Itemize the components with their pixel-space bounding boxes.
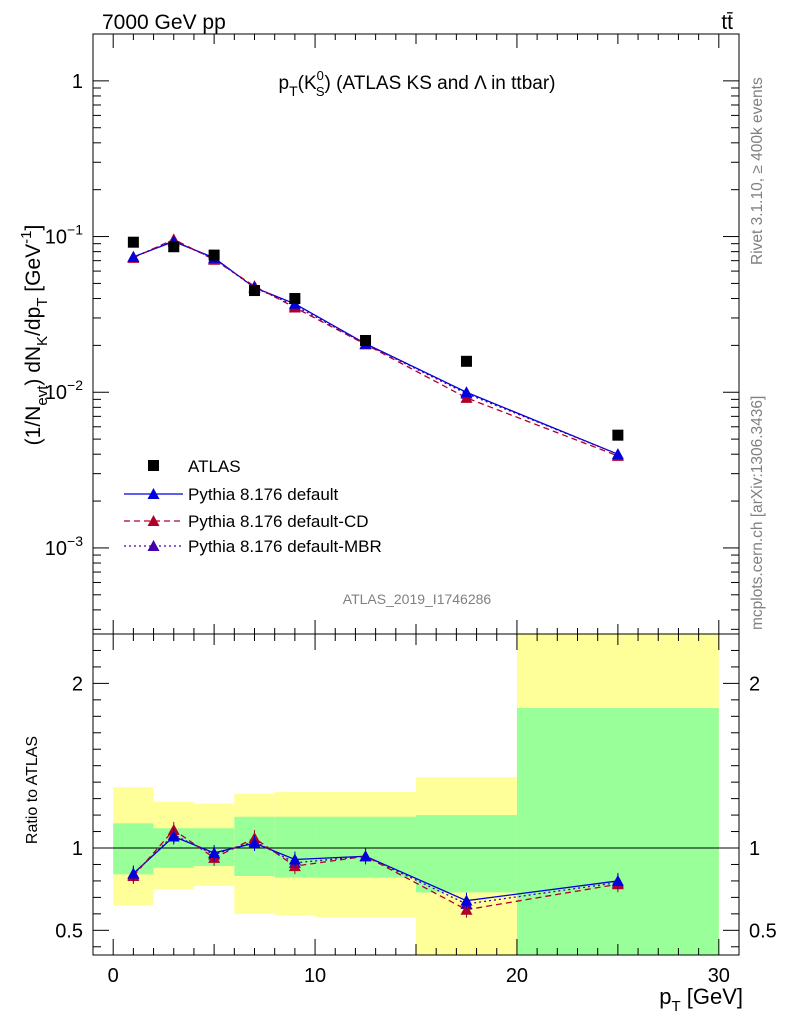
y-tick-label: 10−3 [45, 533, 83, 560]
ratio-data-point [127, 867, 140, 879]
main-plot-panel: 1 10−1 10−2 10−3 pT(K0 S) (ATLAS KS and Λ in… [18, 33, 740, 635]
data-point-atlas [168, 241, 180, 253]
header-energy-label: 7000 GeV pp [102, 11, 226, 34]
ratio-series-line [132, 835, 618, 902]
x-tick-label: 20 [506, 965, 528, 987]
ratio-data-point [288, 853, 301, 865]
y-tick-label-right: 2 [749, 673, 760, 695]
series-line [133, 240, 619, 455]
ratio-data-point [167, 830, 180, 842]
x-axis-label: pT [GeV] [659, 984, 743, 1015]
legend-marker-triangle [147, 515, 160, 526]
y-tick-label: 1 [72, 71, 83, 93]
ratio-series-line [132, 829, 618, 911]
y-tick-label-right: 0.5 [749, 920, 777, 942]
series-line [133, 238, 619, 457]
mcplots-label: mcplots.cern.ch [arXiv:1306.3436] [749, 396, 766, 630]
x-tick-label: 0 [108, 965, 119, 987]
data-point-atlas [208, 249, 220, 261]
data-point-mc [460, 386, 473, 398]
series-line [133, 240, 619, 455]
ratio-data-point [460, 894, 473, 906]
ratio-band-inner [516, 708, 719, 955]
y-tick-label-right: 1 [749, 838, 760, 860]
legend-marker-triangle [147, 488, 160, 499]
ratio-plot-panel: 0 10 20 30 0.5 0.5 1 1 2 2 Ratio to ATLAS pT [GeV… [24, 633, 777, 1015]
analysis-id-label: ATLAS_2019_I1746286 [343, 591, 492, 607]
data-point-mc [460, 391, 473, 403]
ratio-data-point [248, 837, 261, 849]
y-tick-label: 1 [72, 838, 83, 860]
y-tick-label: 10−2 [45, 377, 83, 404]
legend: ATLAS Pythia 8.176 default Pythia 8.176 de… [124, 457, 382, 556]
ratio-band-inner [416, 815, 517, 893]
ratio-data-point [611, 874, 624, 886]
main-y-axis-label: (1/Nevt) dNK/dpT [GeV-1] [18, 225, 51, 446]
y-tick-label: 0.5 [55, 920, 83, 942]
rivet-version-label: Rivet 3.1.10, ≥ 400k events [749, 77, 766, 265]
legend-label: ATLAS [188, 457, 241, 476]
ratio-data-point [359, 850, 372, 862]
data-point-atlas [289, 293, 301, 305]
x-tick-label: 30 [708, 965, 730, 987]
ratio-data-point [460, 903, 473, 915]
data-point-atlas [249, 285, 260, 297]
legend-marker-triangle [147, 540, 160, 551]
header-process-label: tt̄ [721, 11, 733, 34]
data-point-atlas [127, 236, 139, 248]
legend-label: Pythia 8.176 default [188, 485, 339, 504]
main-plot-title: pT(K0 S) (ATLAS KS and Λ in ttbar) [279, 68, 556, 99]
legend-label: Pythia 8.176 default-MBR [188, 537, 382, 556]
data-point-mc [611, 448, 624, 460]
ratio-series-line [132, 834, 618, 905]
ratio-y-axis-label: Ratio to ATLAS [24, 736, 41, 844]
legend-marker-square [148, 460, 159, 471]
legend-label: Pythia 8.176 default-CD [188, 512, 369, 531]
data-point-atlas [460, 355, 472, 367]
data-point-mc [127, 250, 140, 262]
data-point-atlas [360, 334, 372, 346]
y-tick-label: 2 [72, 673, 83, 695]
ratio-data-point [208, 846, 221, 858]
data-point-atlas [612, 429, 624, 441]
x-tick-label: 10 [304, 965, 326, 987]
ratio-band-inner [315, 816, 416, 878]
y-tick-label: 10−1 [45, 222, 83, 249]
